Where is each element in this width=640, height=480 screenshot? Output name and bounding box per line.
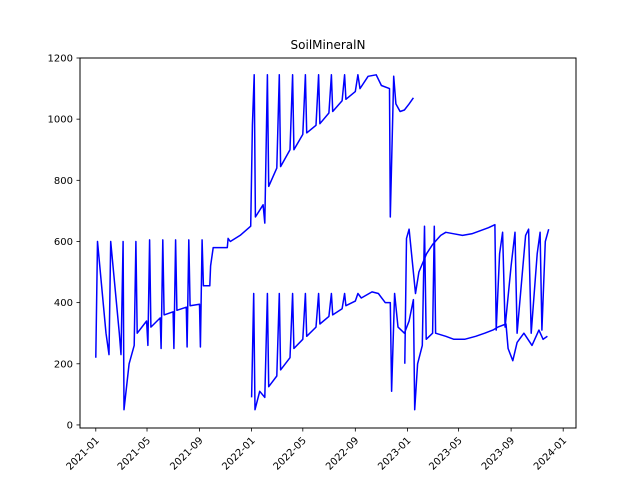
- y-tick-label: 600: [54, 237, 73, 248]
- y-axis: 0 200 400 600 800 1000 1200: [48, 54, 80, 431]
- x-tick-label: 2021-01: [65, 435, 102, 472]
- x-tick-label: 2021-09: [168, 435, 205, 472]
- y-tick-label: 400: [54, 298, 73, 309]
- series-line-1-1: [95, 74, 415, 411]
- x-tick-label: 2023-05: [427, 435, 464, 472]
- x-tick-label: 2024-01: [532, 435, 569, 472]
- x-tick-label: 2023-01: [376, 435, 413, 472]
- chart-title: SoilMineralN: [291, 38, 366, 52]
- x-tick-label: 2021-05: [116, 435, 153, 472]
- series-line-1-2: [250, 225, 548, 411]
- plot-frame: [79, 57, 577, 429]
- series-line-1-3: [404, 223, 550, 364]
- y-tick-label: 1200: [48, 54, 73, 65]
- x-axis: 2021-01 2021-05 2021-09 2022-01 2022-05 2022-…: [65, 428, 569, 473]
- y-tick-label: 200: [54, 359, 73, 370]
- x-tick-label: 2022-09: [324, 435, 361, 472]
- x-tick-label: 2022-05: [272, 435, 309, 472]
- y-tick-label: 0: [67, 420, 73, 431]
- x-tick-label: 2022-01: [220, 435, 257, 472]
- y-tick-label: 1000: [48, 115, 73, 126]
- x-tick-label: 2023-09: [480, 435, 517, 472]
- plot-lines: [95, 74, 550, 411]
- y-tick-label: 800: [54, 176, 73, 187]
